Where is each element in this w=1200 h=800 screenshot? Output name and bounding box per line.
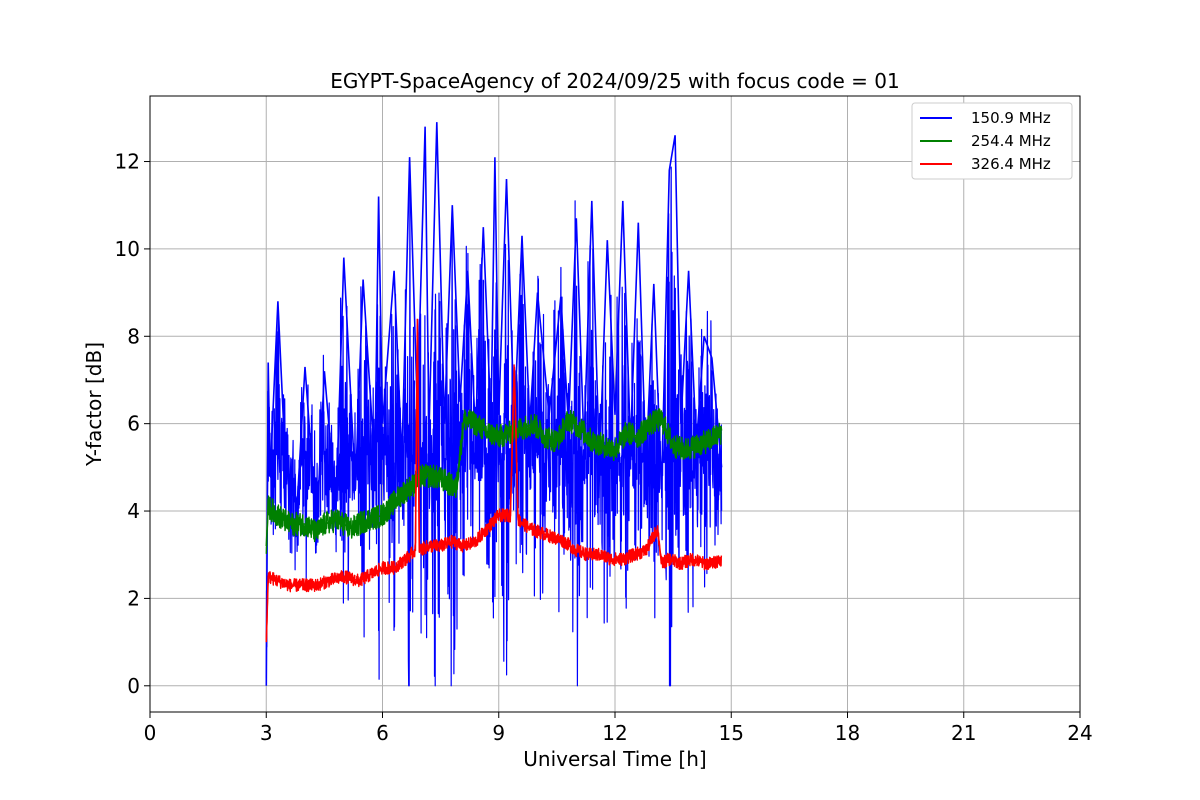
y-axis-ticks: 0 2 4 6 8 10 12	[115, 150, 150, 698]
series-keyline-0	[265, 122, 723, 686]
y-axis-label: Y-factor [dB]	[82, 342, 106, 467]
legend-box	[911, 102, 1073, 180]
x-tick-label: 15	[719, 721, 744, 745]
x-tick-label: 18	[835, 721, 860, 745]
chart-title: EGYPT-SpaceAgency of 2024/09/25 with foc…	[330, 69, 899, 93]
legend-label-1: 254.4 MHz	[971, 132, 1051, 150]
x-tick-label: 12	[602, 721, 627, 745]
series-line-2	[265, 331, 723, 641]
y-tick-label: 4	[127, 499, 140, 523]
y-tick-label: 2	[127, 586, 140, 610]
legend-label-2: 326.4 MHz	[971, 155, 1051, 173]
plot-series	[265, 122, 723, 687]
y-tick-label: 8	[127, 324, 140, 348]
x-tick-label: 0	[144, 721, 157, 745]
x-tick-label: 3	[260, 721, 273, 745]
y-tick-label: 12	[115, 150, 140, 174]
series-keyline-1	[265, 418, 723, 547]
x-tick-label: 9	[492, 721, 505, 745]
x-tick-label: 6	[376, 721, 389, 745]
series-line-0	[265, 166, 723, 687]
y-tick-label: 6	[127, 412, 140, 436]
x-tick-label: 21	[951, 721, 976, 745]
x-axis-label: Universal Time [h]	[523, 747, 706, 771]
x-tick-label: 24	[1067, 721, 1092, 745]
y-tick-label: 0	[127, 674, 140, 698]
legend-label-0: 150.9 MHz	[971, 109, 1051, 127]
legend: 150.9 MHz 254.4 MHz 326.4 MHz	[911, 102, 1073, 180]
series-line-1	[265, 408, 723, 554]
series-keyline-2	[265, 318, 722, 643]
y-tick-label: 10	[115, 237, 140, 261]
x-axis-ticks: 0 3 6 9 12 15 18 21 24	[144, 712, 1093, 745]
